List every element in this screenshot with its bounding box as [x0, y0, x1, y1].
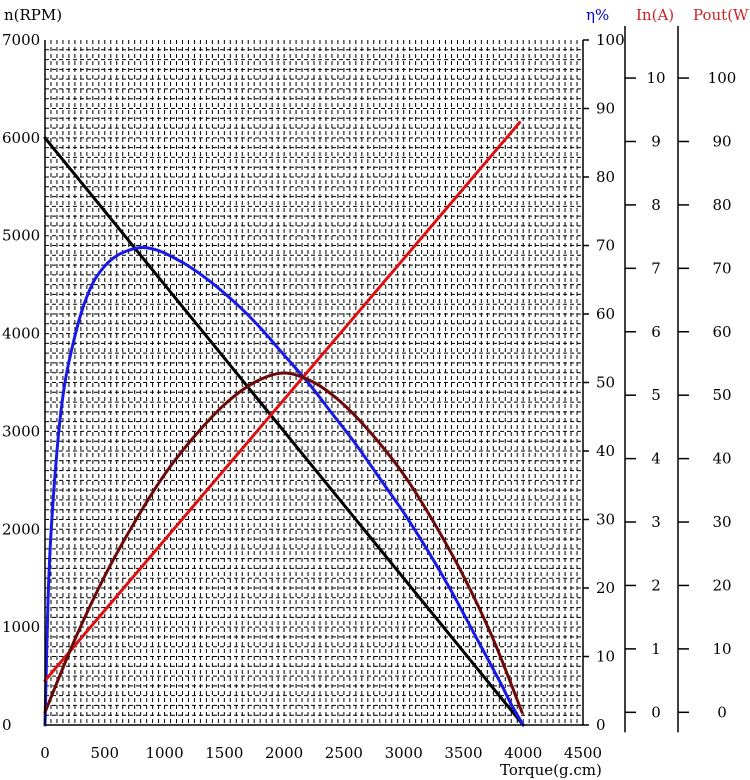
- grid: [45, 40, 583, 725]
- efficiency-tick-label: 10: [596, 648, 615, 666]
- efficiency-tick-label: 40: [596, 442, 615, 460]
- x-tick-label: 3500: [444, 744, 482, 762]
- power-axis-title: Pout(W): [693, 6, 750, 24]
- current-tick-label: 10: [646, 69, 665, 87]
- current-axis-title: In(A): [636, 6, 674, 24]
- efficiency-axis-title: η%: [586, 6, 609, 24]
- efficiency-tick-label: 20: [596, 579, 615, 597]
- current-tick-label: 6: [651, 323, 661, 341]
- speed-tick-label: 3000: [2, 422, 40, 440]
- x-tick-label: 4000: [504, 744, 542, 762]
- power-tick-label: 10: [712, 640, 731, 658]
- x-tick-label: 1500: [205, 744, 243, 762]
- speed-tick-label: 2000: [2, 520, 40, 538]
- current-tick-label: 3: [651, 513, 661, 531]
- series-group: [43, 121, 525, 727]
- power-tick-label: 50: [712, 386, 731, 404]
- x-tick-label: 1000: [145, 744, 183, 762]
- x-tick-label: 2000: [265, 744, 303, 762]
- speed-tick-label: 1000: [2, 618, 40, 636]
- current-tick-label: 0: [651, 703, 661, 721]
- current-tick-label: 2: [651, 576, 661, 594]
- x-axis-title: Torque(g.cm): [500, 761, 602, 779]
- efficiency-tick-label: 30: [596, 511, 615, 529]
- speed-tick-label: 6000: [2, 129, 40, 147]
- x-tick-label: 2500: [325, 744, 363, 762]
- efficiency-tick-label: 70: [596, 237, 615, 255]
- power-tick-label: 90: [712, 132, 731, 150]
- power-tick-label: 0: [717, 703, 727, 721]
- power-tick-label: 80: [712, 196, 731, 214]
- efficiency-tick-label: 80: [596, 168, 615, 186]
- current-tick-label: 1: [651, 640, 661, 658]
- series-line-efficiency: [43, 246, 525, 727]
- power-tick-label: 20: [712, 576, 731, 594]
- speed-axis-title: n(RPM): [4, 6, 62, 24]
- series-line-current: [43, 121, 522, 683]
- speed-tick-label: 0: [2, 716, 12, 734]
- series-line-speed: [43, 136, 525, 727]
- current-tick-label: 4: [651, 450, 661, 468]
- x-tick-label: 500: [90, 744, 119, 762]
- efficiency-tick-label: 90: [596, 100, 615, 118]
- power-tick-label: 30: [712, 513, 731, 531]
- efficiency-tick-label: 50: [596, 374, 615, 392]
- power-tick-label: 70: [712, 259, 731, 277]
- x-tick-label: 3000: [385, 744, 423, 762]
- current-tick-label: 7: [651, 259, 661, 277]
- series-line-power: [43, 371, 524, 714]
- power-tick-label: 100: [708, 69, 737, 87]
- speed-tick-label: 4000: [2, 325, 40, 343]
- efficiency-tick-label: 60: [596, 305, 615, 323]
- current-tick-label: 9: [651, 132, 661, 150]
- speed-tick-label: 5000: [2, 227, 40, 245]
- power-tick-label: 40: [712, 450, 731, 468]
- x-tick-label: 4500: [564, 744, 602, 762]
- current-tick-label: 8: [651, 196, 661, 214]
- power-tick-label: 60: [712, 323, 731, 341]
- x-tick-label: 0: [40, 744, 50, 762]
- current-tick-label: 5: [651, 386, 661, 404]
- speed-tick-label: 7000: [2, 31, 40, 49]
- efficiency-tick-label: 0: [596, 716, 606, 734]
- efficiency-tick-label: 100: [596, 31, 625, 49]
